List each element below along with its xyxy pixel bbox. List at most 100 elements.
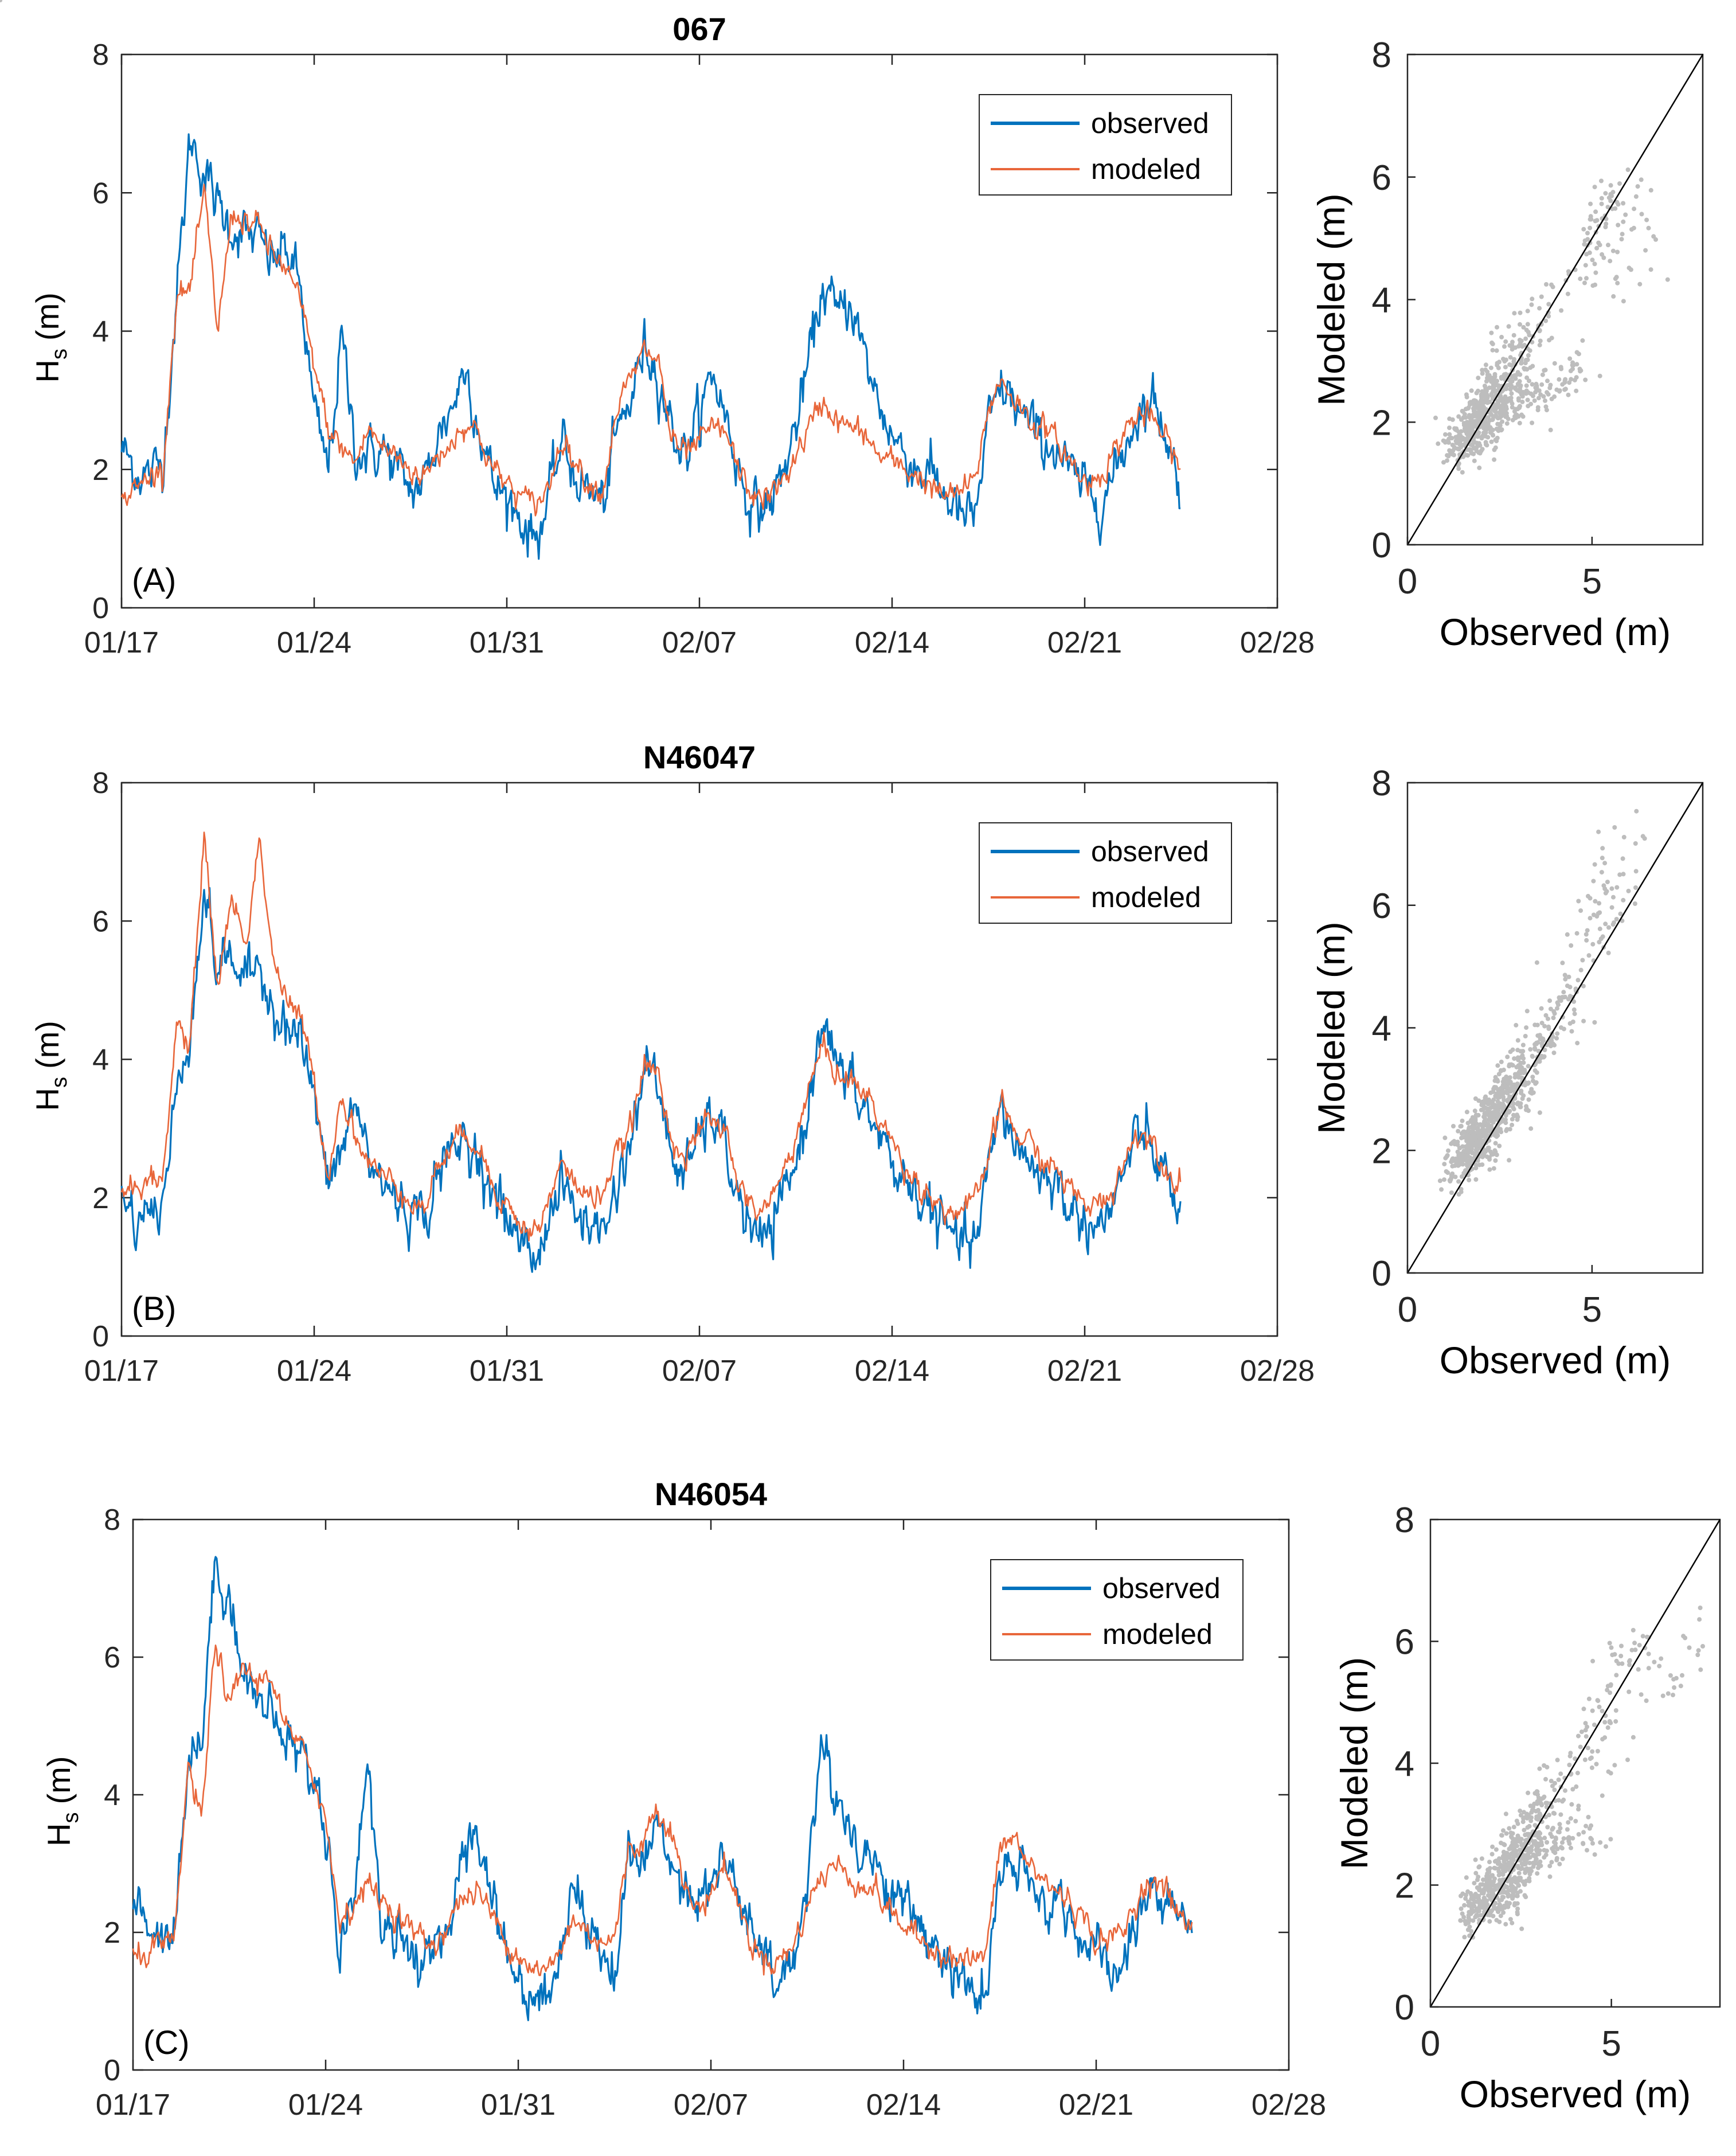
y-tick-label: 6 bbox=[104, 1641, 120, 1674]
scatter-point bbox=[1681, 1634, 1686, 1639]
scatter-point bbox=[1602, 886, 1608, 891]
scatter-point bbox=[1543, 398, 1547, 403]
scatter-point bbox=[1473, 1857, 1478, 1862]
scatter-point bbox=[1455, 1149, 1460, 1154]
scatter-point bbox=[1522, 1082, 1527, 1087]
scatter-point bbox=[1486, 1117, 1491, 1122]
scatter-point bbox=[1510, 1116, 1515, 1122]
scatter-point bbox=[1609, 1645, 1614, 1650]
scatter-point bbox=[1498, 398, 1503, 403]
scatter-point bbox=[1556, 1002, 1561, 1007]
scatter-point bbox=[1483, 430, 1488, 435]
scatter-point bbox=[1467, 1924, 1472, 1930]
scatter-point bbox=[1615, 280, 1620, 286]
x-tick-label: 02/28 bbox=[1252, 2088, 1326, 2122]
scatter-x-tick-label: 0 bbox=[1398, 562, 1417, 602]
scatter-point bbox=[1539, 294, 1544, 299]
scatter-point bbox=[1492, 389, 1498, 394]
scatter-point bbox=[1600, 856, 1605, 861]
scatter-point bbox=[1623, 212, 1628, 217]
scatter-point bbox=[1639, 1692, 1644, 1697]
scatter-point bbox=[1582, 1757, 1588, 1762]
chart-title: N46047 bbox=[643, 739, 756, 775]
scatter-point bbox=[1535, 1831, 1540, 1836]
scatter-point bbox=[1576, 1733, 1581, 1739]
scatter-point bbox=[1524, 1025, 1529, 1030]
scatter-point bbox=[1579, 1729, 1584, 1735]
scatter-point bbox=[1646, 1666, 1651, 1671]
scatter-point bbox=[1633, 194, 1639, 199]
scatter-point bbox=[1499, 1059, 1504, 1064]
scatter-point bbox=[1637, 282, 1643, 287]
scatter-point bbox=[1483, 388, 1488, 393]
scatter-point bbox=[1621, 872, 1626, 877]
scatter-point bbox=[1477, 465, 1482, 470]
scatter-point bbox=[1520, 414, 1526, 419]
scatter-x-tick-label: 0 bbox=[1421, 2024, 1440, 2064]
scatter-point bbox=[1668, 1673, 1673, 1678]
scatter-point bbox=[1491, 1903, 1496, 1908]
scatter-point bbox=[1487, 1866, 1492, 1871]
scatter-point bbox=[1598, 936, 1604, 942]
scatter-point bbox=[1700, 1644, 1705, 1649]
scatter-point bbox=[1453, 1174, 1458, 1179]
scatter-point bbox=[1473, 1147, 1479, 1153]
scatter-point bbox=[1451, 452, 1456, 458]
scatter-point bbox=[1593, 209, 1598, 214]
scatter-point bbox=[1516, 343, 1521, 349]
y-tick-label: 8 bbox=[104, 1503, 120, 1537]
scatter-point bbox=[1578, 967, 1583, 972]
scatter-point bbox=[1504, 1831, 1509, 1836]
scatter-point bbox=[1534, 1809, 1539, 1814]
legend: observed modeled bbox=[979, 94, 1232, 196]
legend: observed modeled bbox=[979, 822, 1232, 924]
scatter-y-tick-label: 6 bbox=[1372, 158, 1391, 198]
y-axis-label-main: H bbox=[29, 360, 65, 382]
scatter-point bbox=[1530, 420, 1535, 425]
scatter-point bbox=[1626, 1659, 1632, 1664]
scatter-point bbox=[1539, 1021, 1545, 1026]
scatter-point bbox=[1492, 1859, 1498, 1864]
scatter-point bbox=[1555, 1031, 1560, 1036]
scatter-point bbox=[1657, 1663, 1662, 1669]
scatter-point bbox=[1534, 960, 1539, 965]
scatter-point bbox=[1455, 1157, 1460, 1162]
scatter-point bbox=[1524, 1831, 1530, 1837]
scatter-point bbox=[1581, 1830, 1586, 1835]
scatter-point bbox=[1508, 355, 1513, 360]
scatter-point bbox=[1530, 382, 1535, 387]
scatter-point bbox=[1515, 1038, 1520, 1043]
scatter-point bbox=[1472, 1151, 1477, 1157]
scatter-point bbox=[1475, 434, 1480, 439]
legend-label: observed bbox=[1102, 1572, 1221, 1604]
scatter-point bbox=[1505, 1054, 1510, 1060]
scatter-point bbox=[1581, 1706, 1586, 1712]
scatter-point bbox=[1465, 1128, 1471, 1134]
x-tick-label: 02/14 bbox=[855, 626, 929, 659]
scatter-point bbox=[1488, 365, 1493, 370]
scatter-point bbox=[1454, 426, 1459, 431]
scatter-point bbox=[1567, 985, 1573, 990]
scatter-point bbox=[1550, 1846, 1555, 1851]
y-axis-label-sub: s bbox=[48, 349, 72, 360]
scatter-point bbox=[1507, 1846, 1512, 1852]
scatter-point bbox=[1606, 925, 1611, 930]
scatter-point bbox=[1583, 1721, 1588, 1726]
scatter-point bbox=[1558, 1826, 1563, 1831]
scatter-point bbox=[1580, 958, 1585, 963]
scatter-point bbox=[1556, 1777, 1561, 1782]
scatter-point bbox=[1565, 1827, 1570, 1832]
scatter-point bbox=[1518, 404, 1522, 409]
scatter-point bbox=[1535, 1871, 1540, 1876]
scatter-point bbox=[1518, 388, 1523, 393]
scatter-point bbox=[1578, 908, 1583, 913]
scatter-point bbox=[1651, 234, 1656, 239]
scatter-point bbox=[1597, 901, 1602, 906]
scatter-point bbox=[1613, 1719, 1618, 1724]
scatter-point bbox=[1476, 1098, 1481, 1103]
scatter-point bbox=[1493, 1158, 1498, 1163]
scatter-point bbox=[1474, 1899, 1479, 1904]
scatter-point bbox=[1492, 1110, 1497, 1115]
scatter-point bbox=[1698, 1606, 1703, 1610]
